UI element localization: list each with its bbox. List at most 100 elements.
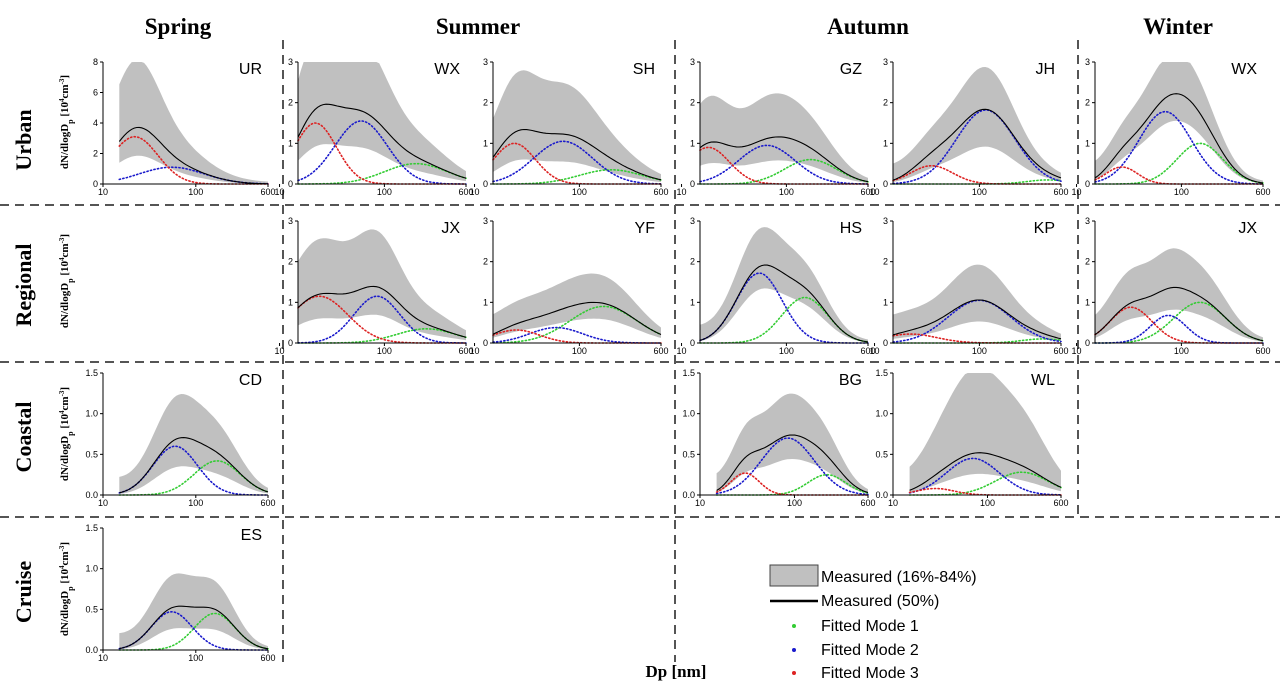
y-tick-label: 3 [1085, 216, 1090, 226]
y-tick-label: 0.0 [875, 490, 888, 500]
x-tick-label: 10 [275, 187, 285, 197]
y-tick-label: 1 [1085, 297, 1090, 307]
season-summer: Summer [436, 14, 520, 39]
y-tick-label: 3 [883, 57, 888, 67]
legend-label-mode3: Fitted Mode 3 [821, 665, 919, 682]
x-tick-label: 10 [470, 187, 480, 197]
site-label: HS [840, 220, 862, 237]
legend-label-median: Measured (50%) [821, 593, 939, 610]
median-line [118, 126, 269, 185]
legend-marker-mode2 [792, 648, 796, 652]
y-tick-label: 3 [483, 216, 488, 226]
fitted-mode3 [892, 164, 1062, 185]
y-tick-label: 0 [288, 179, 293, 189]
fitted-mode2 [892, 109, 1062, 185]
legend-marker-mode1 [792, 624, 796, 628]
y-tick-label: 2 [288, 257, 293, 267]
y-tick-label: 0.5 [682, 449, 695, 459]
y-tick-label: 8 [93, 57, 98, 67]
median-line [119, 437, 269, 494]
fitted-mode2 [908, 457, 1062, 496]
site-label: SH [633, 61, 655, 78]
y-axis-label-cruise: dN/dlogDp [104cm-3] [58, 542, 75, 636]
panel-urban-summer-wx: 0 1 2 3 10 100 600 WX [275, 57, 474, 197]
x-tick-label: 600 [458, 346, 473, 356]
y-tick-label: 1.5 [85, 523, 98, 533]
y-tick-label: 0.0 [85, 645, 98, 655]
percentile-band [893, 67, 1061, 183]
y-tick-label: 2 [93, 149, 98, 159]
median-line [699, 264, 869, 343]
y-tick-label: 1 [883, 138, 888, 148]
y-tick-label: 0 [883, 338, 888, 348]
x-tick-label: 100 [1174, 187, 1189, 197]
panel-regional-autumn-kp: 0 1 2 3 10 100 600 KP [870, 216, 1069, 356]
x-tick-label: 100 [779, 346, 794, 356]
fitted-mode1 [1094, 301, 1264, 344]
y-tick-label: 2 [1085, 98, 1090, 108]
x-tick-label: 100 [1174, 346, 1189, 356]
panel-urban-summer-sh: 0 1 2 3 10 100 600 SH [470, 57, 669, 197]
panel-urban-autumn-gz: 0 1 2 3 10 100 600 GZ [677, 57, 876, 197]
site-label: YF [635, 220, 656, 237]
y-tick-label: 3 [690, 216, 695, 226]
y-tick-label: 4 [93, 118, 98, 128]
y-tick-label: 1 [288, 297, 293, 307]
x-tick-label: 600 [653, 187, 668, 197]
row-label-regional: Regional [11, 243, 36, 326]
legend-label-band: Measured (16%-84%) [821, 569, 977, 586]
x-tick-label: 10 [677, 187, 687, 197]
median-line [1094, 93, 1264, 184]
x-tick-label: 100 [572, 346, 587, 356]
y-tick-label: 1 [690, 297, 695, 307]
site-label: WL [1031, 372, 1055, 389]
median-line [492, 301, 662, 336]
y-tick-label: 1 [483, 297, 488, 307]
x-tick-label: 100 [188, 187, 203, 197]
x-tick-label: 100 [787, 498, 802, 508]
y-tick-label: 3 [288, 216, 293, 226]
fitted-mode2 [715, 437, 869, 496]
median-line [716, 434, 869, 494]
season-winter: Winter [1143, 14, 1213, 39]
x-tick-label: 10 [98, 498, 108, 508]
percentile-band [493, 273, 661, 338]
x-tick-label: 100 [972, 346, 987, 356]
median-line [892, 299, 1062, 340]
panel-urban-autumn-jh: 0 1 2 3 10 100 600 JH [870, 57, 1069, 197]
panel-coastal-autumn-wl: 0.0 0.5 1.0 1.5 10 100 600 WL [875, 368, 1068, 508]
percentile-band [909, 373, 1061, 493]
x-tick-label: 100 [980, 498, 995, 508]
y-tick-label: 1.0 [875, 409, 888, 419]
y-tick-label: 1.5 [875, 368, 888, 378]
y-tick-label: 2 [690, 98, 695, 108]
y-tick-label: 3 [483, 57, 488, 67]
y-tick-label: 0 [483, 179, 488, 189]
y-tick-label: 1.5 [682, 368, 695, 378]
y-tick-label: 3 [883, 216, 888, 226]
x-tick-label: 10 [888, 498, 898, 508]
panel-coastal-spring-cd: 0.0 0.5 1.0 1.5 10 100 600 CD [85, 368, 275, 508]
site-label: GZ [840, 61, 862, 78]
y-tick-label: 1.5 [85, 368, 98, 378]
panel-coastal-autumn-bg: 0.0 0.5 1.0 1.5 10 100 600 BG [682, 368, 875, 508]
fitted-mode2 [492, 140, 662, 185]
x-tick-label: 600 [1255, 187, 1270, 197]
legend: Measured (16%-84%) Measured (50%) Fitted… [769, 564, 977, 682]
y-axis-label-coastal: dN/dlogDp [104cm-3] [58, 387, 75, 481]
y-tick-label: 2 [483, 98, 488, 108]
y-tick-label: 3 [690, 57, 695, 67]
x-tick-label: 10 [470, 346, 480, 356]
legend-label-mode1: Fitted Mode 1 [821, 618, 919, 635]
x-tick-label: 600 [260, 498, 275, 508]
x-tick-label: 600 [458, 187, 473, 197]
median-line [892, 108, 1062, 181]
median-line [492, 128, 662, 181]
x-tick-label: 10 [275, 346, 285, 356]
median-line [297, 285, 467, 338]
x-tick-label: 100 [188, 653, 203, 663]
y-tick-label: 2 [883, 98, 888, 108]
y-tick-label: 3 [288, 57, 293, 67]
median-line [699, 136, 869, 183]
site-label: WX [1231, 61, 1257, 78]
